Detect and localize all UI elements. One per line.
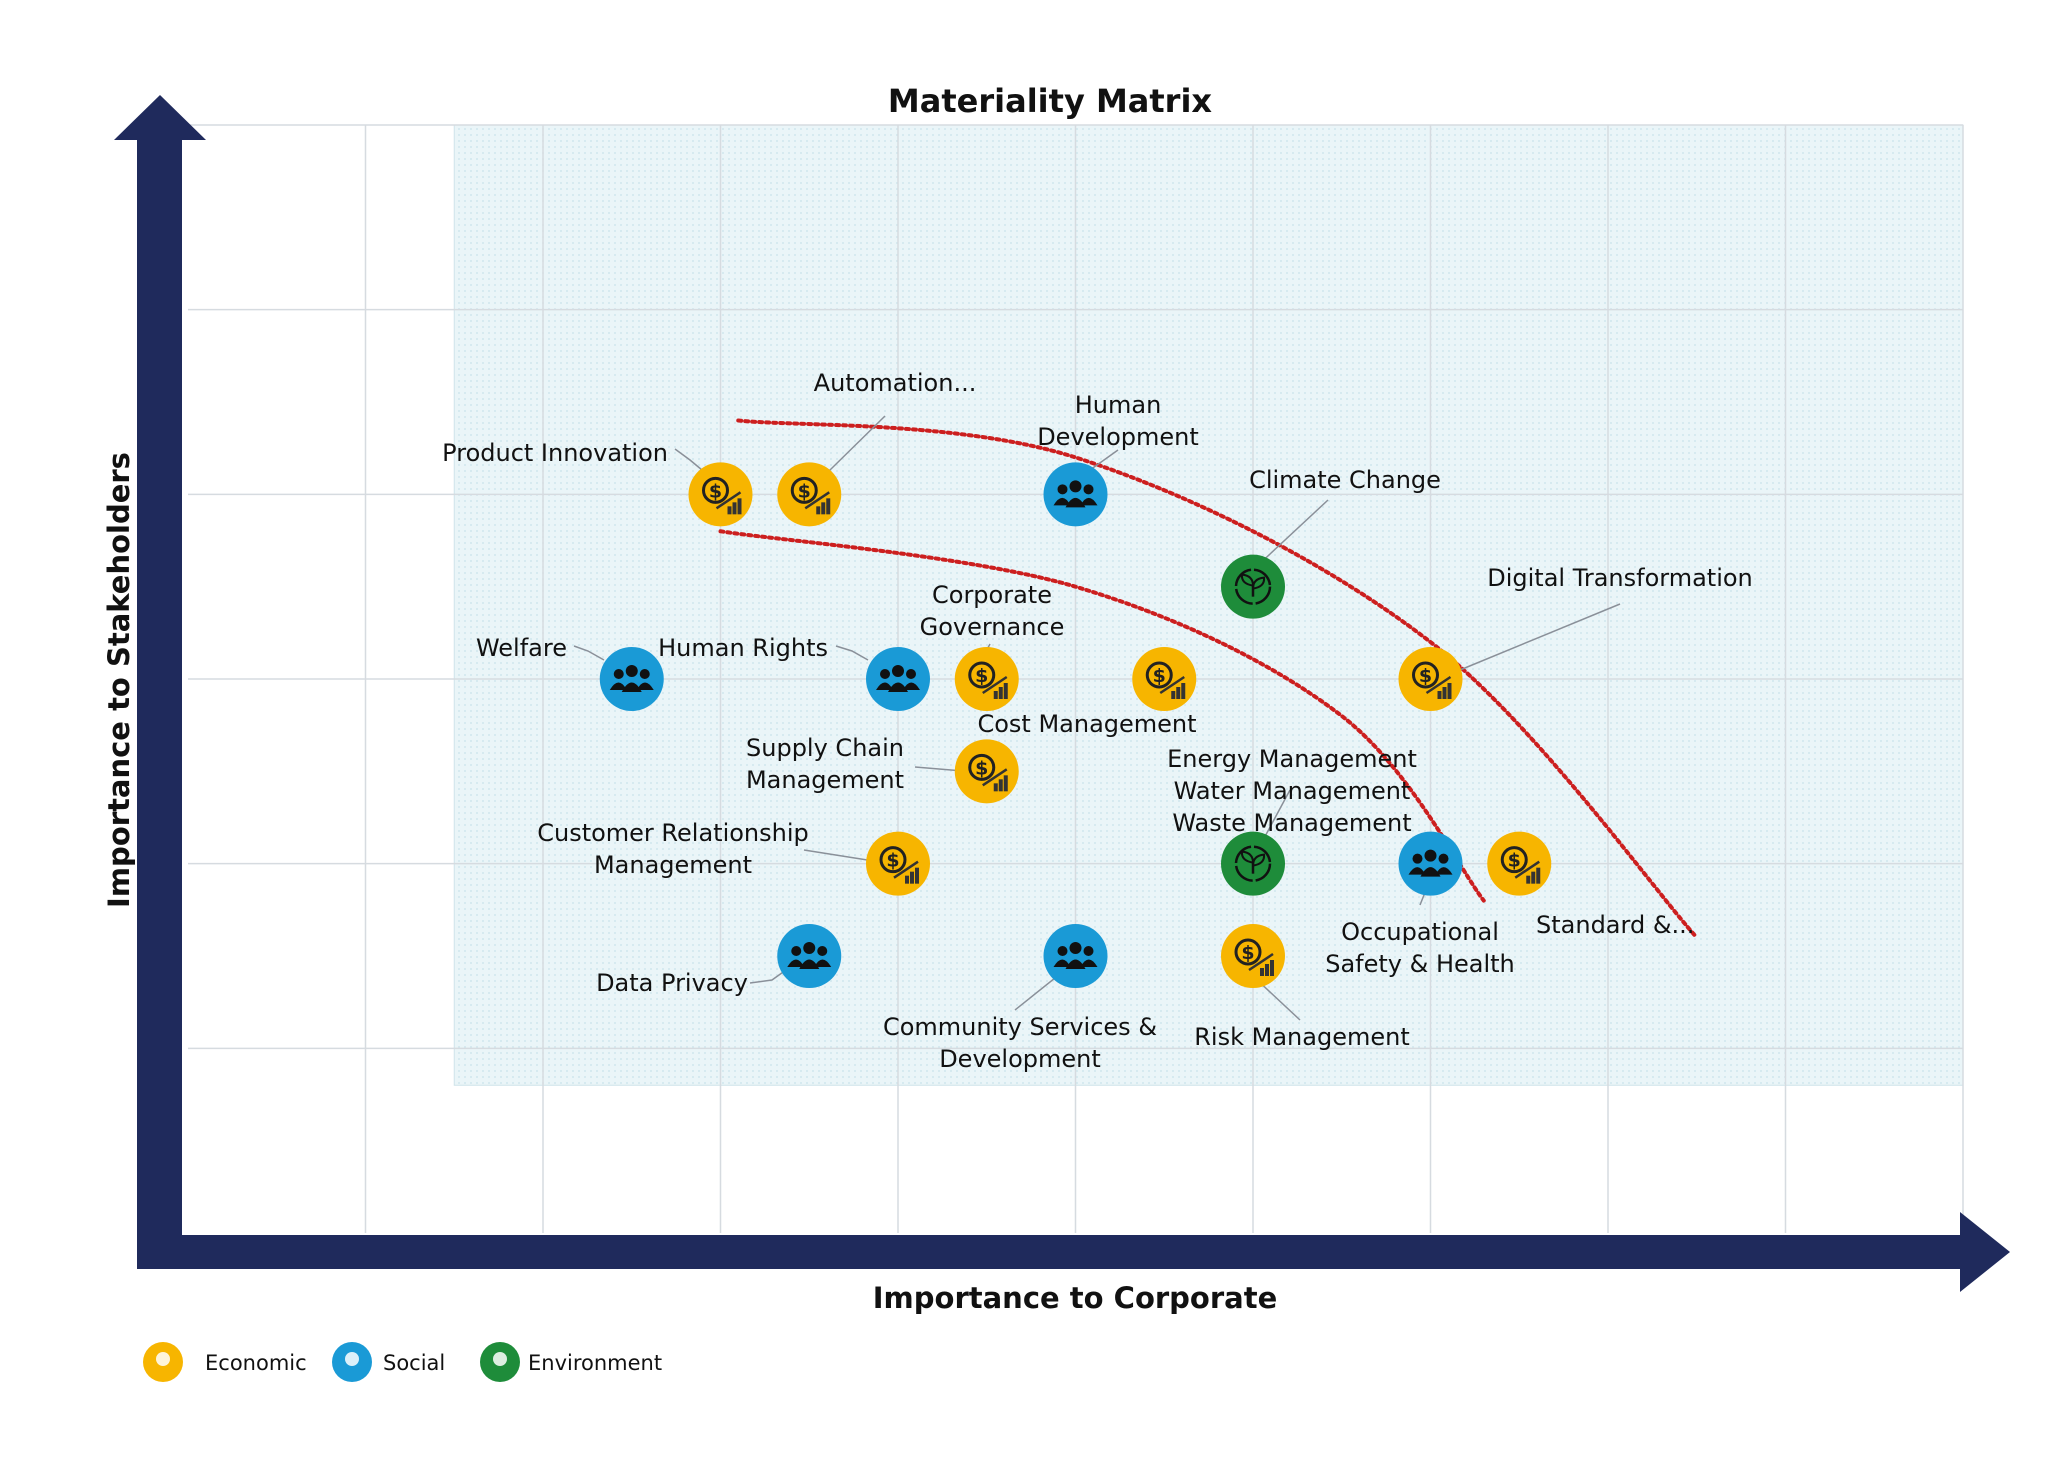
point-label-line: Data Privacy (596, 969, 748, 997)
svg-text:$: $ (886, 850, 899, 872)
point-label: Standard &... (1536, 911, 1694, 939)
point-label-line: Occupational (1341, 918, 1499, 946)
point-label-line: Digital Transformation (1487, 564, 1753, 592)
point-label: Customer Relationship Management (537, 819, 809, 879)
point-label: Climate Change (1249, 466, 1441, 494)
svg-text:$: $ (1508, 850, 1521, 872)
x-axis (137, 1235, 1977, 1269)
point-label: Energy Management Water Management Waste M… (1167, 745, 1417, 837)
point-label-line: Water Management (1174, 777, 1411, 805)
point-label-line: Customer Relationship (537, 819, 809, 847)
point-label: Risk Management (1194, 1023, 1409, 1051)
point-label: Human Development (1037, 391, 1199, 451)
svg-text:$: $ (709, 480, 722, 502)
point-label-line: Cost Management (977, 710, 1196, 738)
point-label-line: Supply Chain (746, 734, 904, 762)
point-label-line: Management (594, 851, 752, 879)
point-labels: Product Innovation Automation... Human Deve… (442, 369, 1753, 1073)
axes (114, 95, 2010, 1292)
legend-label: Environment (528, 1351, 662, 1375)
point-label-line: Governance (920, 613, 1065, 641)
point-label: Occupational Safety & Health (1325, 918, 1515, 978)
point-label-line: Climate Change (1249, 466, 1441, 494)
svg-text:$: $ (975, 665, 988, 687)
leader-line (835, 645, 869, 661)
legend-item-environment: Environment (480, 1342, 662, 1382)
point-label-line: Safety & Health (1325, 950, 1515, 978)
point-label-line: Welfare (476, 634, 567, 662)
point-label-line: Development (939, 1045, 1101, 1073)
marker-environment-icon (1221, 831, 1285, 896)
point-label: Community Services & Development (883, 1013, 1157, 1073)
point-label-line: Development (1037, 423, 1199, 451)
marker-economic-icon: $ (866, 831, 930, 896)
x-axis-arrowhead (1960, 1212, 2010, 1292)
svg-text:$: $ (1419, 665, 1432, 687)
point-label-line: Management (746, 766, 904, 794)
marker-economic-icon: $ (777, 462, 842, 527)
marker-economic-icon: $ (1132, 647, 1197, 711)
legend-label: Social (383, 1351, 445, 1375)
marker-social-icon (777, 924, 842, 988)
marker-social-icon (1043, 462, 1108, 527)
marker-economic-icon: $ (1221, 924, 1285, 988)
point-label-line: Community Services & (883, 1013, 1157, 1041)
legend-item-social: Social (332, 1342, 445, 1382)
leader-line (573, 645, 605, 661)
chart-title: Materiality Matrix (888, 82, 1213, 120)
point-label-line: Human (1075, 391, 1162, 419)
svg-text:$: $ (1241, 942, 1254, 964)
y-axis (137, 140, 182, 1255)
point-label: Supply Chain Management (746, 734, 904, 794)
marker-environment-icon (1221, 554, 1285, 619)
point-label-line: Corporate (932, 581, 1052, 609)
marker-economic-icon: $ (1398, 647, 1463, 711)
point-label-line: Waste Management (1172, 809, 1411, 837)
point-label: Digital Transformation (1487, 564, 1753, 592)
marker-economic-icon: $ (954, 739, 1019, 804)
point-label: Human Rights (658, 634, 828, 662)
marker-social-icon (1043, 924, 1108, 988)
point-label-line: Standard &... (1536, 911, 1694, 939)
svg-text:$: $ (798, 480, 811, 502)
leader-line (1254, 499, 1329, 569)
marker-social-icon (1398, 831, 1463, 896)
priority-zone (453, 124, 1964, 1086)
point-label-line: Automation... (814, 369, 977, 397)
marker-economic-icon: $ (954, 647, 1019, 711)
point-label: Cost Management (977, 710, 1196, 738)
point-label-line: Risk Management (1194, 1023, 1409, 1051)
legend-label: Economic (205, 1351, 307, 1375)
point-label: Data Privacy (596, 969, 748, 997)
y-axis-title: Importance to Stakeholders (102, 452, 136, 908)
point-label-line: Energy Management (1167, 745, 1417, 773)
marker-social-icon (866, 647, 930, 711)
marker-economic-icon: $ (1487, 831, 1552, 896)
marker-economic-icon: $ (688, 462, 753, 527)
threshold-curve-lower (718, 529, 1486, 903)
point-label-line: Human Rights (658, 634, 828, 662)
point-label-line: Product Innovation (442, 439, 668, 467)
leader-line (674, 448, 703, 471)
leader-line (1089, 449, 1119, 471)
y-axis-arrowhead (114, 95, 206, 140)
threshold-curve-upper (736, 418, 1699, 940)
highlight-zone (453, 124, 1964, 1086)
point-label: Corporate Governance (920, 581, 1065, 641)
point-label: Welfare (476, 634, 567, 662)
legend-item-economic: Economic (143, 1342, 307, 1382)
point-label: Automation... (814, 369, 977, 397)
svg-text:$: $ (1153, 665, 1166, 687)
point-label: Product Innovation (442, 439, 668, 467)
x-axis-title: Importance to Corporate (873, 1281, 1278, 1315)
leader-line (1459, 603, 1621, 671)
threshold-curves (718, 418, 1699, 940)
svg-text:$: $ (975, 757, 988, 779)
marker-social-icon (599, 647, 664, 711)
data-markers: $ $ $ $ $ $ $ $ $ (599, 462, 1552, 988)
legend: Economic Social Environment (143, 1342, 662, 1382)
